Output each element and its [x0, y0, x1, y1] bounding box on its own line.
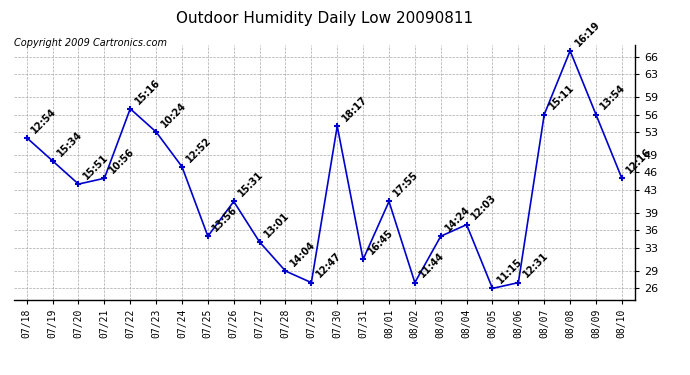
Text: 15:16: 15:16	[133, 77, 162, 106]
Text: 16:45: 16:45	[366, 228, 395, 256]
Text: 12:47: 12:47	[314, 251, 343, 280]
Text: 11:15: 11:15	[495, 256, 524, 286]
Text: 18:17: 18:17	[340, 94, 369, 123]
Text: 12:16: 12:16	[624, 147, 653, 176]
Text: 16:19: 16:19	[573, 19, 602, 48]
Text: Outdoor Humidity Daily Low 20090811: Outdoor Humidity Daily Low 20090811	[176, 11, 473, 26]
Text: 13:54: 13:54	[599, 83, 628, 112]
Text: Copyright 2009 Cartronics.com: Copyright 2009 Cartronics.com	[14, 38, 167, 48]
Text: 14:24: 14:24	[444, 204, 473, 234]
Text: 17:55: 17:55	[392, 170, 421, 199]
Text: 11:44: 11:44	[417, 251, 446, 280]
Text: 15:31: 15:31	[237, 170, 266, 199]
Text: 10:56: 10:56	[107, 147, 136, 176]
Text: 13:56: 13:56	[210, 204, 239, 234]
Text: 12:54: 12:54	[30, 106, 59, 135]
Text: 12:03: 12:03	[469, 193, 498, 222]
Text: 10:24: 10:24	[159, 100, 188, 129]
Text: 14:04: 14:04	[288, 239, 317, 268]
Text: 15:34: 15:34	[55, 129, 84, 158]
Text: 12:52: 12:52	[185, 135, 214, 164]
Text: 12:31: 12:31	[521, 251, 550, 280]
Text: 13:01: 13:01	[262, 210, 291, 239]
Text: 15:11: 15:11	[547, 83, 576, 112]
Text: 15:51: 15:51	[81, 152, 110, 182]
